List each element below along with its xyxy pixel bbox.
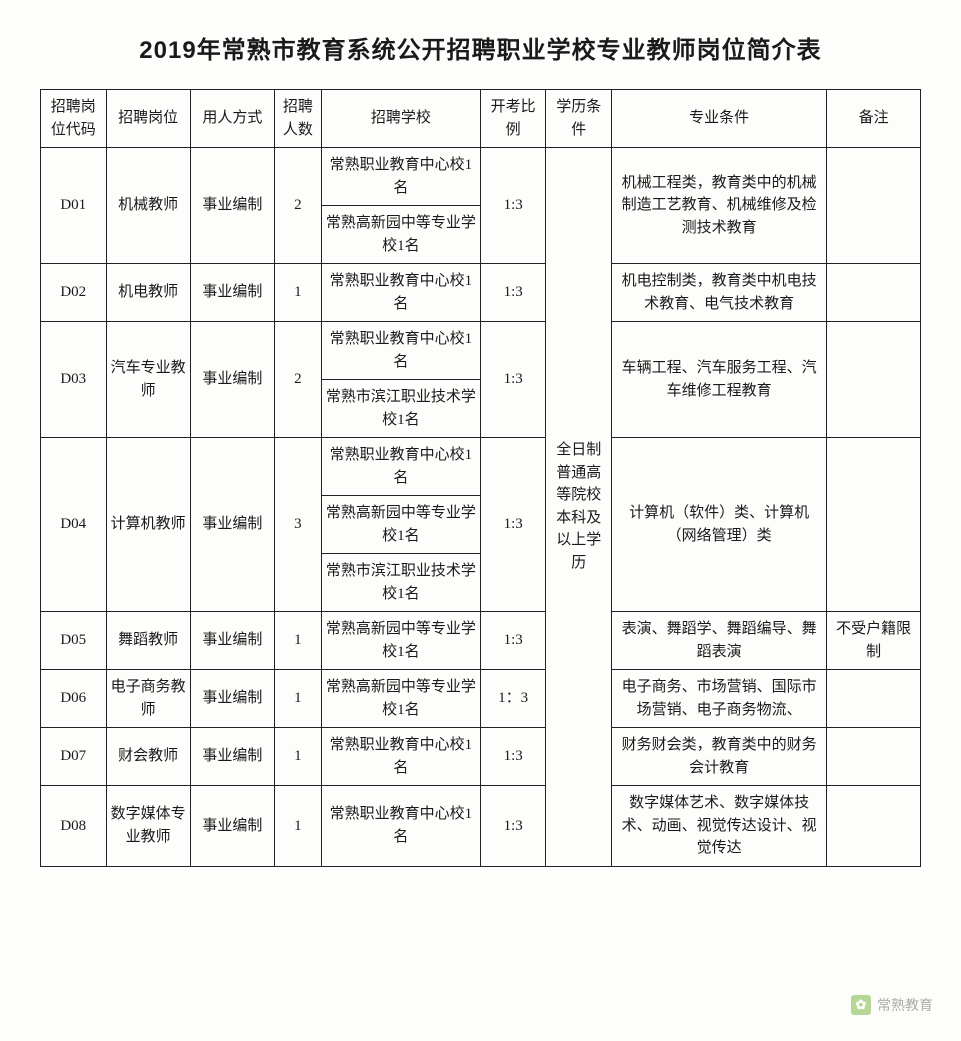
cell-mode: 事业编制 (190, 264, 274, 322)
col-header: 招聘岗位 (106, 90, 190, 148)
cell-school: 常熟职业教育中心校1名 (321, 148, 480, 206)
cell-note (827, 322, 921, 438)
cell-ratio: 1:3 (480, 612, 546, 670)
cell-major: 电子商务、市场营销、国际市场营销、电子商务物流、 (611, 670, 826, 728)
cell-mode: 事业编制 (190, 148, 274, 264)
cell-note (827, 438, 921, 612)
cell-mode: 事业编制 (190, 322, 274, 438)
cell-count: 1 (274, 786, 321, 867)
cell-count: 2 (274, 322, 321, 438)
table-row: D04计算机教师事业编制3常熟职业教育中心校1名1:3计算机（软件）类、计算机（… (41, 438, 921, 496)
cell-ratio: 1:3 (480, 322, 546, 438)
cell-education: 全日制普通高等院校本科及以上学历 (546, 148, 612, 867)
cell-mode: 事业编制 (190, 786, 274, 867)
cell-school: 常熟高新园中等专业学校1名 (321, 612, 480, 670)
cell-count: 1 (274, 264, 321, 322)
table-row: D07财会教师事业编制1常熟职业教育中心校1名1:3 财务财会类，教育类中的财务会… (41, 728, 921, 786)
cell-note (827, 264, 921, 322)
cell-position: 机电教师 (106, 264, 190, 322)
cell-ratio: 1:3 (480, 264, 546, 322)
watermark-icon: ✿ (851, 995, 871, 1015)
table-row: D05舞蹈教师事业编制1常熟高新园中等专业学校1名1:3 表演、舞蹈学、舞蹈编导、… (41, 612, 921, 670)
cell-major: 机械工程类，教育类中的机械制造工艺教育、机械维修及检测技术教育 (611, 148, 826, 264)
cell-position: 汽车专业教师 (106, 322, 190, 438)
col-header: 招聘岗位代码 (41, 90, 107, 148)
cell-school: 常熟市滨江职业技术学校1名 (321, 554, 480, 612)
cell-note (827, 786, 921, 867)
cell-school: 常熟职业教育中心校1名 (321, 264, 480, 322)
cell-mode: 事业编制 (190, 612, 274, 670)
table-row: D03汽车专业教师事业编制2常熟职业教育中心校1名1:3车辆工程、汽车服务工程、… (41, 322, 921, 380)
cell-count: 1 (274, 670, 321, 728)
cell-note (827, 148, 921, 264)
cell-count: 1 (274, 728, 321, 786)
col-header: 招聘学校 (321, 90, 480, 148)
table-header-row: 招聘岗位代码招聘岗位用人方式招聘人数招聘学校开考比例学历条件专业条件备注 (41, 90, 921, 148)
cell-school: 常熟高新园中等专业学校1名 (321, 670, 480, 728)
cell-position: 舞蹈教师 (106, 612, 190, 670)
col-header: 开考比例 (480, 90, 546, 148)
cell-ratio: 1：3 (480, 670, 546, 728)
cell-school: 常熟高新园中等专业学校1名 (321, 496, 480, 554)
cell-code: D03 (41, 322, 107, 438)
col-header: 招聘人数 (274, 90, 321, 148)
watermark-text: 常熟教育 (877, 995, 933, 1015)
cell-school: 常熟高新园中等专业学校1名 (321, 206, 480, 264)
cell-major: 数字媒体艺术、数字媒体技术、动画、视觉传达设计、视觉传达 (611, 786, 826, 867)
cell-mode: 事业编制 (190, 438, 274, 612)
cell-major: 财务财会类，教育类中的财务会计教育 (611, 728, 826, 786)
cell-major: 表演、舞蹈学、舞蹈编导、舞蹈表演 (611, 612, 826, 670)
cell-note: 不受户籍限制 (827, 612, 921, 670)
col-header: 用人方式 (190, 90, 274, 148)
col-header: 学历条件 (546, 90, 612, 148)
cell-mode: 事业编制 (190, 670, 274, 728)
cell-school: 常熟职业教育中心校1名 (321, 438, 480, 496)
cell-note (827, 670, 921, 728)
cell-position: 数字媒体专业教师 (106, 786, 190, 867)
recruitment-table: 招聘岗位代码招聘岗位用人方式招聘人数招聘学校开考比例学历条件专业条件备注 D01… (40, 89, 921, 867)
cell-major: 机电控制类，教育类中机电技术教育、电气技术教育 (611, 264, 826, 322)
cell-ratio: 1:3 (480, 786, 546, 867)
cell-ratio: 1:3 (480, 728, 546, 786)
cell-code: D08 (41, 786, 107, 867)
cell-position: 电子商务教师 (106, 670, 190, 728)
cell-position: 机械教师 (106, 148, 190, 264)
cell-count: 1 (274, 612, 321, 670)
cell-code: D07 (41, 728, 107, 786)
cell-code: D01 (41, 148, 107, 264)
cell-ratio: 1:3 (480, 148, 546, 264)
table-row: D02机电教师事业编制1常熟职业教育中心校1名1:3 机电控制类，教育类中机电技术… (41, 264, 921, 322)
table-row: D06电子商务教师事业编制1常熟高新园中等专业学校1名1：3 电子商务、市场营销、… (41, 670, 921, 728)
cell-school: 常熟市滨江职业技术学校1名 (321, 380, 480, 438)
cell-major: 计算机（软件）类、计算机（网络管理）类 (611, 438, 826, 612)
cell-count: 2 (274, 148, 321, 264)
col-header: 备注 (827, 90, 921, 148)
cell-major: 车辆工程、汽车服务工程、汽车维修工程教育 (611, 322, 826, 438)
cell-ratio: 1:3 (480, 438, 546, 612)
table-row: D01机械教师事业编制2常熟职业教育中心校1名1:3全日制普通高等院校本科及以上… (41, 148, 921, 206)
cell-code: D06 (41, 670, 107, 728)
cell-mode: 事业编制 (190, 728, 274, 786)
cell-note (827, 728, 921, 786)
watermark: ✿ 常熟教育 (851, 995, 933, 1015)
cell-code: D05 (41, 612, 107, 670)
cell-code: D02 (41, 264, 107, 322)
col-header: 专业条件 (611, 90, 826, 148)
cell-school: 常熟职业教育中心校1名 (321, 786, 480, 867)
cell-school: 常熟职业教育中心校1名 (321, 728, 480, 786)
cell-position: 财会教师 (106, 728, 190, 786)
page-title: 2019年常熟市教育系统公开招聘职业学校专业教师岗位简介表 (40, 30, 921, 65)
cell-count: 3 (274, 438, 321, 612)
cell-position: 计算机教师 (106, 438, 190, 612)
table-row: D08数字媒体专业教师事业编制1常熟职业教育中心校1名1:3 数字媒体艺术、数字媒… (41, 786, 921, 867)
cell-school: 常熟职业教育中心校1名 (321, 322, 480, 380)
cell-code: D04 (41, 438, 107, 612)
